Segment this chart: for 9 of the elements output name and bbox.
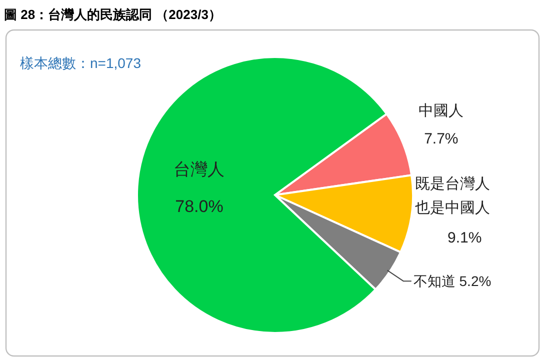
text: 樣本總數：n=1,073 [20, 55, 142, 71]
data-label: 78.0% [175, 197, 224, 216]
slice-label: 不知道 5.2% [413, 273, 492, 290]
slice-label: 台灣人 [174, 160, 225, 180]
slice-label: 既是台灣人也是中國人 [415, 175, 490, 216]
chart-title: 圖 28：台灣人的民族認同 （2023/3） [4, 7, 222, 22]
slice-label: 中國人 [418, 102, 464, 120]
data-label: 7.7% [424, 130, 458, 148]
data-label: 9.1% [448, 229, 482, 246]
